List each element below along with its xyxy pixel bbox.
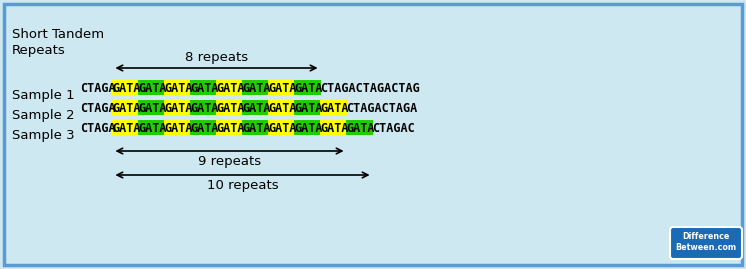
Bar [216, 100, 243, 115]
Bar [294, 80, 321, 95]
Bar [190, 80, 217, 95]
Bar [268, 80, 295, 95]
FancyBboxPatch shape [670, 227, 742, 259]
Bar [190, 120, 217, 135]
Bar [294, 100, 321, 115]
Bar [216, 120, 243, 135]
Text: GATA: GATA [269, 101, 297, 115]
Text: GATA: GATA [242, 122, 271, 134]
Text: GATA: GATA [139, 122, 167, 134]
Bar [138, 100, 165, 115]
Bar [294, 120, 321, 135]
Text: GATA: GATA [321, 122, 349, 134]
Text: GATA: GATA [216, 101, 245, 115]
Text: CTAGACTAGACTAG: CTAGACTAGACTAG [321, 82, 420, 94]
Text: GATA: GATA [139, 82, 167, 94]
Bar [164, 100, 191, 115]
Text: GATA: GATA [295, 122, 323, 134]
Text: 8 repeats: 8 repeats [185, 51, 248, 63]
Text: GATA: GATA [269, 122, 297, 134]
Bar [320, 100, 347, 115]
Text: GATA: GATA [113, 82, 141, 94]
Bar [268, 120, 295, 135]
Text: CTAGA: CTAGA [80, 101, 116, 115]
Text: Sample 2: Sample 2 [12, 108, 75, 122]
Text: CTAGA: CTAGA [80, 82, 116, 94]
Text: GATA: GATA [216, 122, 245, 134]
Text: Sample 1: Sample 1 [12, 89, 75, 101]
Text: GATA: GATA [113, 101, 141, 115]
Bar [138, 120, 165, 135]
Bar [190, 100, 217, 115]
Bar [112, 120, 139, 135]
Text: GATA: GATA [165, 82, 193, 94]
Text: Short Tandem: Short Tandem [12, 28, 104, 41]
Text: GATA: GATA [295, 82, 323, 94]
Bar [242, 80, 269, 95]
Text: Difference
Between.com: Difference Between.com [675, 232, 736, 252]
Text: 10 repeats: 10 repeats [207, 179, 278, 193]
Bar [346, 120, 373, 135]
Text: GATA: GATA [113, 122, 141, 134]
Text: GATA: GATA [216, 82, 245, 94]
Text: CTAGACTAGA: CTAGACTAGA [346, 101, 418, 115]
Text: CTAGA: CTAGA [80, 122, 116, 134]
Text: 9 repeats: 9 repeats [198, 155, 261, 168]
Bar [164, 80, 191, 95]
Text: GATA: GATA [165, 101, 193, 115]
Text: CTAGAC: CTAGAC [372, 122, 416, 134]
Text: Sample 3: Sample 3 [12, 129, 75, 141]
Text: GATA: GATA [321, 101, 349, 115]
Bar [216, 80, 243, 95]
Bar [164, 120, 191, 135]
Bar [242, 120, 269, 135]
Bar [320, 120, 347, 135]
Bar [242, 100, 269, 115]
Bar [138, 80, 165, 95]
Bar [268, 100, 295, 115]
Text: GATA: GATA [139, 101, 167, 115]
Text: GATA: GATA [346, 122, 375, 134]
Text: GATA: GATA [242, 82, 271, 94]
Bar [112, 80, 139, 95]
Text: GATA: GATA [295, 101, 323, 115]
Bar [112, 100, 139, 115]
Text: GATA: GATA [190, 122, 219, 134]
Text: Repeats: Repeats [12, 44, 66, 57]
Text: GATA: GATA [190, 82, 219, 94]
Text: GATA: GATA [269, 82, 297, 94]
Text: GATA: GATA [165, 122, 193, 134]
Text: GATA: GATA [242, 101, 271, 115]
Text: GATA: GATA [190, 101, 219, 115]
